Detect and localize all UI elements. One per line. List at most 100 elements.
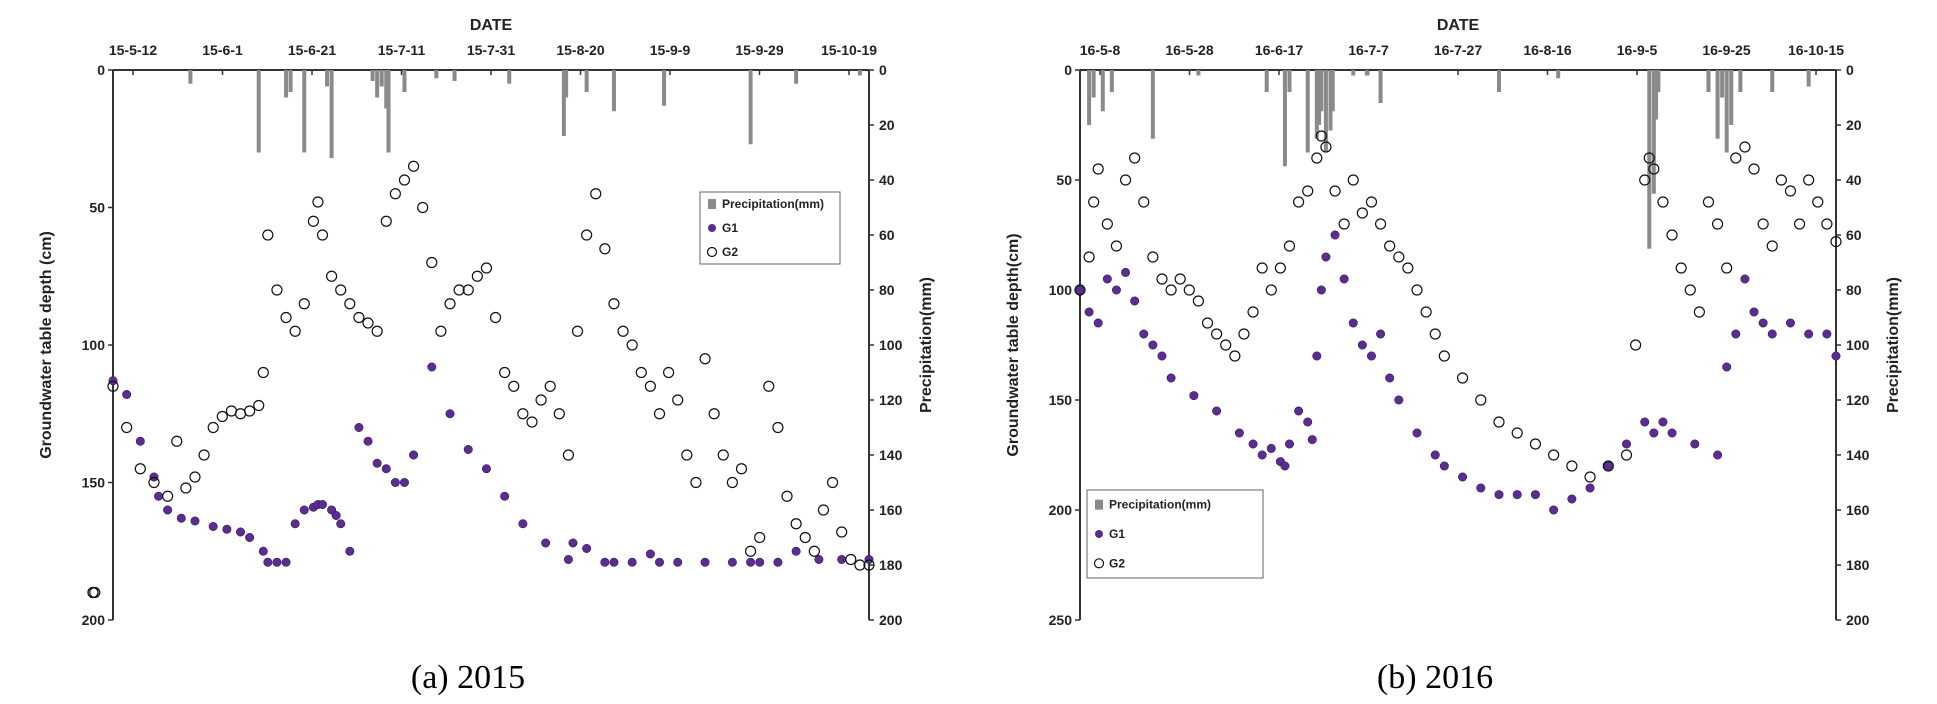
y-tick-label: 100 xyxy=(82,337,106,353)
g1-point xyxy=(1257,450,1267,460)
g2-point xyxy=(1229,350,1241,362)
g2-point xyxy=(744,545,757,557)
g1-point xyxy=(727,557,737,567)
g2-point xyxy=(1684,284,1696,296)
g2-point xyxy=(1129,152,1141,164)
precipitation-bar xyxy=(1806,70,1811,87)
g2-point xyxy=(1147,251,1159,263)
g1-point xyxy=(1530,490,1540,500)
g1-point xyxy=(600,557,610,567)
y-tick-label: 150 xyxy=(82,475,106,491)
g2-point xyxy=(836,526,848,538)
g2-point xyxy=(180,482,192,494)
g1-point xyxy=(427,362,437,372)
precipitation-bar xyxy=(379,70,384,87)
g2-point xyxy=(1730,152,1742,164)
g2-point xyxy=(1265,284,1277,296)
g2-point xyxy=(599,243,611,255)
y-tick-label: 200 xyxy=(82,612,106,628)
g2-point xyxy=(1402,262,1414,274)
g1-point xyxy=(1303,417,1313,427)
y2-tick-label: 140 xyxy=(1846,447,1870,463)
chart-caption: (a) 2015 xyxy=(411,659,525,696)
g1-point xyxy=(1121,267,1131,277)
g2-point xyxy=(1119,174,1132,186)
legend-label: Precipitation(mm) xyxy=(1109,498,1211,512)
g2-point xyxy=(590,188,602,200)
g1-point xyxy=(299,505,309,515)
y2-tick-label: 0 xyxy=(879,62,887,78)
g2-point xyxy=(1411,284,1423,296)
g2-point xyxy=(854,559,866,571)
g1-point xyxy=(1385,373,1395,383)
legend-label: Precipitation(mm) xyxy=(722,197,824,211)
g2-point xyxy=(262,229,274,241)
y2-tick-label: 100 xyxy=(1846,337,1870,353)
y2-axis-title: Precipitation(mm) xyxy=(1885,277,1902,413)
g1-point xyxy=(1212,406,1222,416)
precipitation-bar xyxy=(288,70,293,92)
legend-label: G1 xyxy=(1109,527,1125,541)
g2-point xyxy=(362,317,374,329)
precipitation-bar xyxy=(384,70,389,109)
g2-point xyxy=(1429,328,1441,340)
y2-tick-label: 180 xyxy=(879,557,903,573)
precipitation-bar xyxy=(1087,70,1092,125)
precipitation-bar xyxy=(1654,70,1659,120)
g2-point xyxy=(826,476,839,489)
g2-point xyxy=(462,284,474,296)
g2-point xyxy=(435,325,447,337)
g2-point xyxy=(571,325,584,337)
g1-point xyxy=(1713,450,1723,460)
precipitation-bar xyxy=(1150,70,1155,139)
g1-point xyxy=(1157,351,1167,361)
g2-point xyxy=(1548,449,1560,461)
g2-point xyxy=(389,188,401,200)
g1-point xyxy=(1348,318,1358,328)
precipitation-bar xyxy=(386,70,391,153)
g1-point xyxy=(1330,230,1340,240)
g1-point xyxy=(1280,461,1290,471)
x-tick-label: 16-5-8 xyxy=(1080,42,1121,58)
g2-point xyxy=(1274,262,1286,274)
g2-point xyxy=(735,463,748,475)
precipitation-bar xyxy=(1330,70,1335,112)
g1-point xyxy=(1266,443,1276,453)
g2-point xyxy=(526,416,538,428)
precipitation-bar xyxy=(188,70,193,84)
g1-point xyxy=(568,538,578,548)
g2-point xyxy=(499,366,511,379)
y2-tick-label: 60 xyxy=(879,227,895,243)
g2-point xyxy=(1165,284,1177,296)
g1-point xyxy=(746,557,756,567)
g1-point xyxy=(1111,285,1121,295)
g2-point xyxy=(1338,218,1350,230)
y-tick-label: 50 xyxy=(1056,172,1072,188)
g2-point xyxy=(189,471,201,483)
g1-point xyxy=(363,436,373,446)
y2-tick-label: 80 xyxy=(879,282,895,298)
x-tick-label: 15-10-19 xyxy=(821,42,877,58)
g1-point xyxy=(409,450,419,460)
g2-point xyxy=(1757,218,1769,230)
x-tick-label: 15-6-21 xyxy=(288,42,336,58)
g1-point xyxy=(837,554,847,564)
precipitation-bar xyxy=(1647,70,1652,249)
g1-point xyxy=(563,554,573,564)
g2-point xyxy=(1657,196,1669,208)
g1-point xyxy=(1084,307,1094,317)
y-tick-label: 100 xyxy=(1049,282,1073,298)
y-tick-label: 150 xyxy=(1049,392,1073,408)
y2-tick-label: 140 xyxy=(879,447,903,463)
g1-point xyxy=(1316,285,1326,295)
precipitation-bar xyxy=(1729,70,1734,125)
g1-point xyxy=(1294,406,1304,416)
g2-point xyxy=(772,421,784,434)
g1-point xyxy=(372,458,382,468)
g1-point xyxy=(290,519,300,529)
g1-point xyxy=(1622,439,1632,449)
g2-point xyxy=(257,366,269,379)
g1-point xyxy=(1357,340,1367,350)
top-axis-title: DATE xyxy=(1437,17,1480,34)
g2-point xyxy=(1183,284,1195,296)
